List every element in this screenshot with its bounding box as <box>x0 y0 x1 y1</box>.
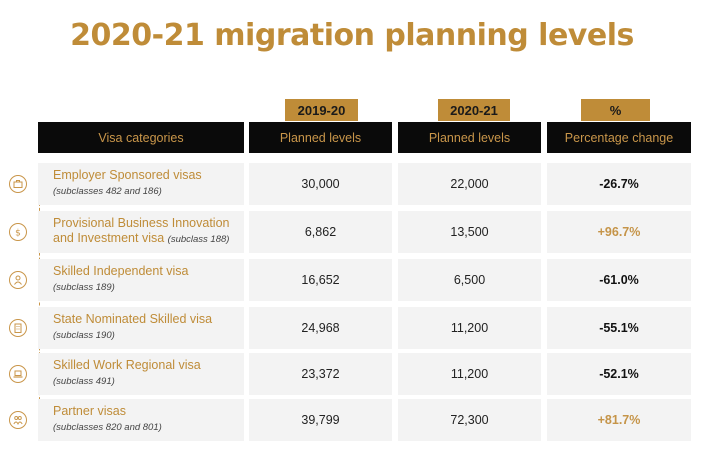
percent-tag: % <box>581 99 650 121</box>
header-planned-levels-2019-20: Planned levels <box>249 122 392 153</box>
visa-subclass: (subclasses 482 and 186) <box>53 186 162 197</box>
percentage-change: +81.7% <box>547 399 691 441</box>
visa-subclass: (subclass 189) <box>53 282 115 293</box>
year-tag-2019-20: 2019-20 <box>285 99 358 121</box>
planned-level-2020-21: 11,200 <box>398 353 541 395</box>
building-icon <box>9 319 27 337</box>
planned-level-2020-21: 22,000 <box>398 163 541 205</box>
table-row-category: Skilled Work Regional visa (subclass 491… <box>38 353 244 395</box>
timeline-divider <box>39 163 40 440</box>
header-planned-levels-2020-21: Planned levels <box>398 122 541 153</box>
planned-level-2020-21: 11,200 <box>398 307 541 349</box>
year-tag-2020-21: 2020-21 <box>438 99 510 121</box>
planned-level-2019-20: 6,862 <box>249 211 392 253</box>
laptop-icon <box>9 365 27 383</box>
planned-level-2019-20: 39,799 <box>249 399 392 441</box>
percentage-change: -55.1% <box>547 307 691 349</box>
briefcase-icon <box>9 175 27 193</box>
percentage-change: -26.7% <box>547 163 691 205</box>
visa-category-name: Provisional Business Innovation <box>53 216 230 230</box>
couple-icon <box>9 411 27 429</box>
svg-text:$: $ <box>15 229 21 238</box>
planned-level-2020-21: 13,500 <box>398 211 541 253</box>
visa-category-name-cont: and Investment visa <box>53 231 165 245</box>
header-percentage-change: Percentage change <box>547 122 691 153</box>
percentage-change: -61.0% <box>547 259 691 301</box>
percentage-change: -52.1% <box>547 353 691 395</box>
visa-subclass: (subclasses 820 and 801) <box>53 422 162 433</box>
visa-subclass: (subclass 188) <box>167 234 230 245</box>
table-row-category: State Nominated Skilled visa (subclass 1… <box>38 307 244 349</box>
planned-level-2019-20: 24,968 <box>249 307 392 349</box>
table-row-category: Provisional Business Innovation and Inve… <box>38 211 244 253</box>
planned-level-2019-20: 16,652 <box>249 259 392 301</box>
person-icon <box>9 271 27 289</box>
visa-category-name: Employer Sponsored visas <box>53 168 202 182</box>
visa-subclass: (subclass 491) <box>53 376 115 387</box>
table-row-category: Employer Sponsored visas (subclasses 482… <box>38 163 244 205</box>
planned-level-2020-21: 72,300 <box>398 399 541 441</box>
visa-subclass: (subclass 190) <box>53 330 115 341</box>
visa-category-name: Skilled Independent visa <box>53 264 189 278</box>
visa-category-name: Skilled Work Regional visa <box>53 358 201 372</box>
table-row-category: Partner visas (subclasses 820 and 801) <box>38 399 244 441</box>
planned-level-2019-20: 23,372 <box>249 353 392 395</box>
visa-category-name: Partner visas <box>53 404 126 418</box>
page-title: 2020-21 migration planning levels <box>70 18 634 53</box>
dollar-icon: $ <box>9 223 27 241</box>
table-row-category: Skilled Independent visa (subclass 189) <box>38 259 244 301</box>
header-visa-categories: Visa categories <box>38 122 244 153</box>
visa-category-name: State Nominated Skilled visa <box>53 312 213 326</box>
percentage-change: +96.7% <box>547 211 691 253</box>
planned-level-2020-21: 6,500 <box>398 259 541 301</box>
planned-level-2019-20: 30,000 <box>249 163 392 205</box>
